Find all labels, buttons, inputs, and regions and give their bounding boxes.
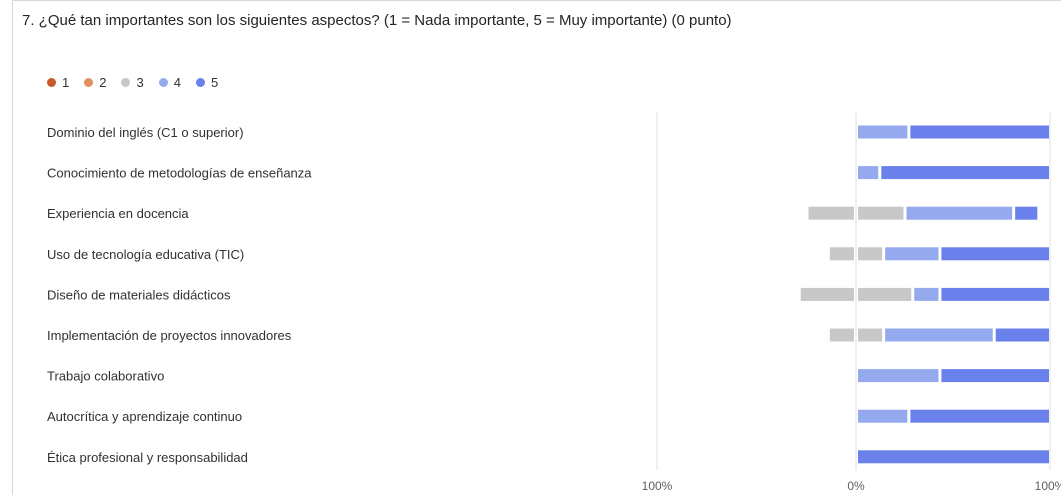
legend-label-4: 4 — [173, 74, 181, 90]
bar-segment-3 — [829, 328, 854, 342]
bar-segment-3 — [858, 287, 912, 301]
bar-segment-5 — [941, 369, 1049, 383]
row-label: Conocimiento de metodologías de enseñanz… — [47, 166, 312, 181]
legend-swatch-1 — [47, 77, 56, 87]
legend-swatch-4 — [158, 77, 168, 87]
legend-label-5: 5 — [210, 74, 219, 90]
bar-segment-3 — [858, 328, 883, 342]
row-label: Diseño de materiales didácticos — [47, 287, 231, 302]
legend-item-2: 2 — [84, 75, 106, 90]
bar-segment-5 — [881, 166, 1049, 180]
bar-segment-3 — [808, 206, 854, 220]
row-label: Dominio del inglés (C1 o superior) — [47, 125, 244, 140]
legend-item-1: 1 — [47, 75, 69, 90]
bar-segment-5 — [941, 287, 1049, 301]
bar-segment-4 — [858, 369, 939, 383]
legend-item-3: 3 — [121, 74, 144, 90]
bar-segment-3 — [858, 206, 904, 220]
bar-segment-3 — [800, 287, 854, 301]
row-label: Ética profesional y responsabilidad — [47, 450, 248, 465]
bar-segment-3 — [829, 247, 854, 261]
bar-segment-4 — [885, 247, 939, 261]
bar-segment-5 — [910, 125, 1049, 139]
bar-segment-5 — [995, 328, 1049, 342]
bar-segment-4 — [885, 328, 993, 342]
bar-segment-4 — [906, 206, 1013, 220]
row-label: Autocrítica y aprendizaje continuo — [47, 409, 242, 424]
x-tick-label: 100% — [1035, 479, 1061, 493]
bar-segment-4 — [914, 287, 939, 301]
question-title: 7. ¿Qué tan importantes son los siguient… — [22, 12, 732, 29]
row-label: Uso de tecnología educativa (TIC) — [47, 247, 244, 262]
chart-legend: 1 2 3 4 5 — [47, 74, 233, 90]
legend-label-2: 2 — [99, 74, 107, 90]
row-label: Implementación de proyectos innovadores — [47, 328, 292, 343]
question-card — [12, 0, 1061, 495]
legend-label-3: 3 — [136, 74, 144, 90]
bar-segment-5 — [941, 247, 1049, 261]
row-label: Trabajo colaborativo — [47, 369, 164, 384]
bar-segment-5 — [1015, 206, 1038, 220]
row-label: Experiencia en docencia — [47, 206, 189, 221]
bar-segment-4 — [858, 166, 879, 180]
legend-item-5: 5 — [195, 74, 219, 90]
bar-segment-5 — [910, 409, 1049, 423]
x-tick-label: 100% — [642, 479, 673, 493]
legend-swatch-3 — [121, 77, 131, 87]
bar-segment-5 — [858, 450, 1049, 464]
legend-swatch-2 — [84, 77, 94, 87]
bar-segment-3 — [858, 247, 883, 261]
x-tick-label: 0% — [847, 479, 865, 493]
bar-segment-4 — [858, 125, 908, 139]
bar-segment-4 — [858, 409, 908, 423]
legend-item-4: 4 — [158, 74, 181, 90]
legend-label-1: 1 — [62, 74, 70, 90]
legend-swatch-5 — [195, 77, 205, 87]
